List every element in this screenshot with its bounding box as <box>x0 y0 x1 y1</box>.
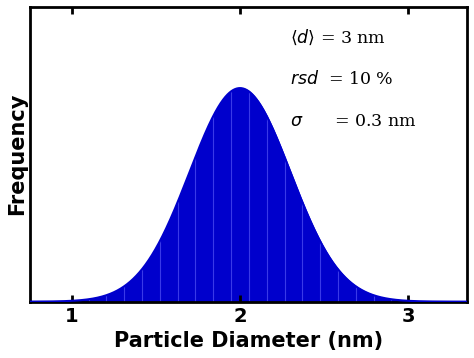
Text: $\mathit{rsd}$  = 10 %: $\mathit{rsd}$ = 10 % <box>290 70 393 88</box>
Y-axis label: Frequency: Frequency <box>7 93 27 216</box>
X-axis label: Particle Diameter (nm): Particle Diameter (nm) <box>114 331 383 351</box>
Text: $\langle \mathit{d} \rangle$ = 3 nm: $\langle \mathit{d} \rangle$ = 3 nm <box>290 28 386 47</box>
Text: $\sigma$      = 0.3 nm: $\sigma$ = 0.3 nm <box>290 113 417 130</box>
